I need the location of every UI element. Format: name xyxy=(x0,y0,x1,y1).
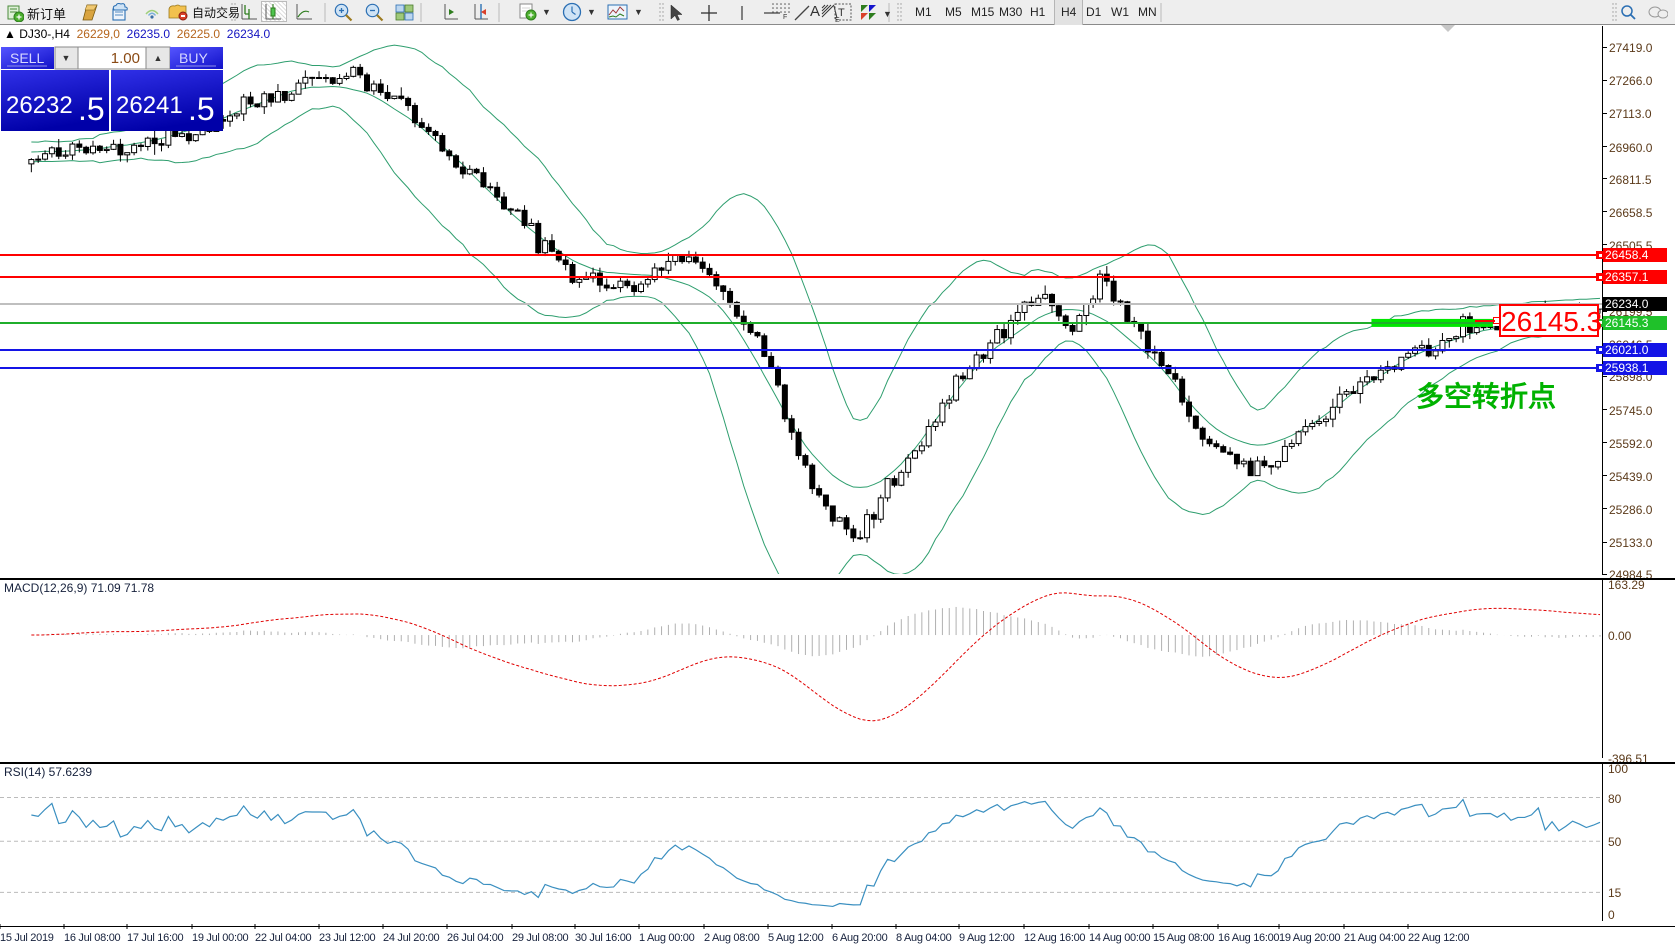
svg-text:▲: ▲ xyxy=(154,53,163,63)
svg-text:SELL: SELL xyxy=(10,50,44,66)
svg-text:26241: 26241 xyxy=(116,92,183,119)
svg-text:26232: 26232 xyxy=(6,92,73,119)
svg-text:F: F xyxy=(783,14,787,19)
svg-text:T: T xyxy=(838,7,845,19)
svg-text:.5: .5 xyxy=(78,91,105,127)
svg-text:▼: ▼ xyxy=(62,53,71,63)
svg-text:1.00: 1.00 xyxy=(111,50,140,67)
svg-text:BUY: BUY xyxy=(179,50,208,66)
svg-text:.5: .5 xyxy=(188,91,215,127)
